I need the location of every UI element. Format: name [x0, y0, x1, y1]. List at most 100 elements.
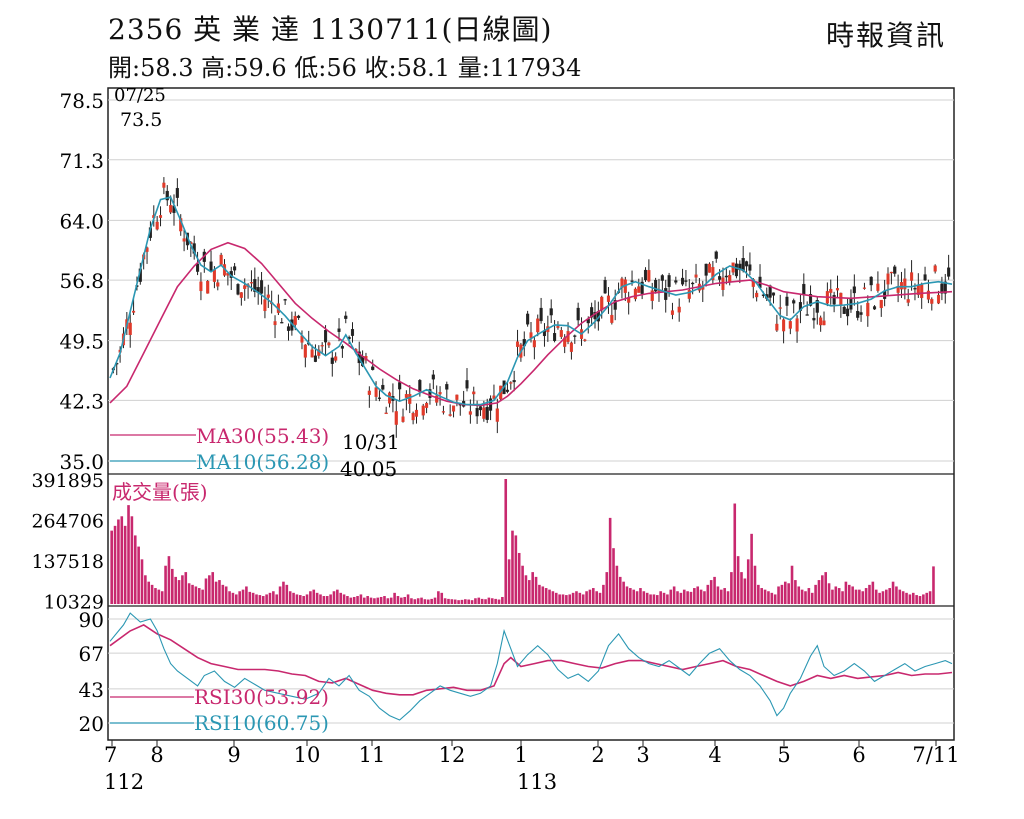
x-tick-label: 10	[294, 743, 321, 767]
candle-body	[805, 314, 809, 316]
candle-body	[468, 411, 472, 415]
volume-bar	[915, 595, 918, 604]
volume-bar	[760, 588, 764, 604]
volume-bar	[780, 584, 784, 604]
candle-body	[906, 299, 910, 303]
candle-body	[724, 275, 728, 278]
y-tick-label: 64.0	[59, 209, 104, 233]
candle-body	[633, 288, 637, 300]
candle-body	[206, 280, 210, 294]
candle-body	[862, 287, 866, 289]
y-tick-label: 42.3	[59, 389, 104, 413]
volume-bar	[386, 598, 390, 604]
volume-bar	[305, 594, 309, 604]
candle-body	[549, 308, 553, 316]
volume-bar	[618, 576, 622, 604]
volume-bar	[639, 588, 642, 604]
x-tick-label: 7	[104, 743, 117, 767]
volume-bar	[177, 580, 181, 604]
candle-body	[718, 276, 722, 280]
volume-bar	[743, 578, 747, 604]
x-tick-label: 12	[439, 743, 466, 767]
volume-bar	[649, 594, 652, 604]
volume-bar	[753, 565, 757, 604]
candle-body	[404, 394, 408, 398]
candle-body	[650, 290, 654, 301]
candle-body	[286, 326, 291, 331]
volume-bar	[336, 589, 339, 604]
volume-bar	[817, 580, 821, 604]
candle-body	[199, 281, 203, 292]
volume-bar	[528, 580, 531, 604]
volume-bar	[477, 597, 481, 604]
volume-bar	[699, 589, 703, 604]
volume-bar	[544, 588, 548, 604]
volume-bar	[194, 586, 198, 604]
y-tick-label: 35.0	[59, 450, 104, 474]
candle-body	[273, 321, 277, 326]
candle-body	[943, 281, 947, 294]
volume-bar	[120, 516, 124, 604]
candle-body	[913, 288, 917, 290]
volume-bar	[342, 594, 346, 604]
legend-rsi10: RSI10(60.75)	[194, 711, 329, 735]
volume-bar	[625, 586, 629, 604]
candle-body	[674, 280, 678, 283]
candle-body	[728, 275, 732, 283]
candle-body	[606, 295, 611, 302]
volume-bar	[204, 578, 208, 604]
candle-body	[209, 261, 213, 271]
volume-bar	[908, 594, 912, 604]
candle-body	[670, 310, 675, 315]
candle-body	[165, 190, 169, 201]
volume-bar	[396, 596, 400, 604]
volume-bar	[841, 591, 844, 604]
candle-body	[425, 402, 429, 408]
candle-body	[869, 276, 873, 286]
volume-bar	[837, 588, 841, 604]
candle-body	[297, 315, 301, 318]
volume-bar	[871, 581, 875, 604]
volume-bar	[797, 586, 801, 604]
x-tick-label: 2	[591, 743, 604, 767]
volume-bar	[174, 576, 177, 604]
volume-bar	[379, 596, 383, 604]
volume-bar	[144, 575, 147, 604]
candle-body	[930, 299, 934, 304]
volume-bar	[514, 535, 518, 604]
volume-bar	[693, 588, 696, 604]
volume-bar	[484, 599, 487, 604]
x-tick-label: 4	[708, 743, 721, 767]
volume-bar	[831, 589, 834, 604]
candle-body	[559, 330, 563, 337]
candle-body	[856, 310, 860, 318]
volume-bar	[565, 595, 568, 604]
candle-body	[603, 280, 607, 294]
candle-body	[509, 382, 513, 384]
candle-body	[448, 414, 452, 416]
candle-body	[879, 299, 883, 309]
y-tick-label: 56.8	[59, 269, 104, 293]
volume-bar	[137, 546, 140, 604]
candle-body	[421, 405, 425, 416]
volume-bar	[221, 584, 225, 604]
candle-body	[782, 319, 786, 332]
candle-body	[771, 292, 776, 296]
candle-body	[280, 322, 284, 324]
volume-bar	[369, 597, 373, 604]
y-tick-label: 78.5	[59, 89, 104, 113]
volume-bar	[605, 572, 609, 604]
volume-bar	[554, 592, 558, 604]
volume-bar	[275, 594, 279, 604]
candle-body	[350, 329, 355, 336]
gridlines	[108, 99, 954, 724]
candle-body	[495, 408, 499, 422]
candle-body	[293, 315, 297, 325]
volume-bar	[629, 588, 632, 604]
candle-body	[344, 315, 348, 319]
candle-body	[788, 321, 792, 329]
volume-bar	[460, 599, 464, 604]
candle-body	[475, 408, 479, 417]
volume-bar	[666, 594, 669, 604]
